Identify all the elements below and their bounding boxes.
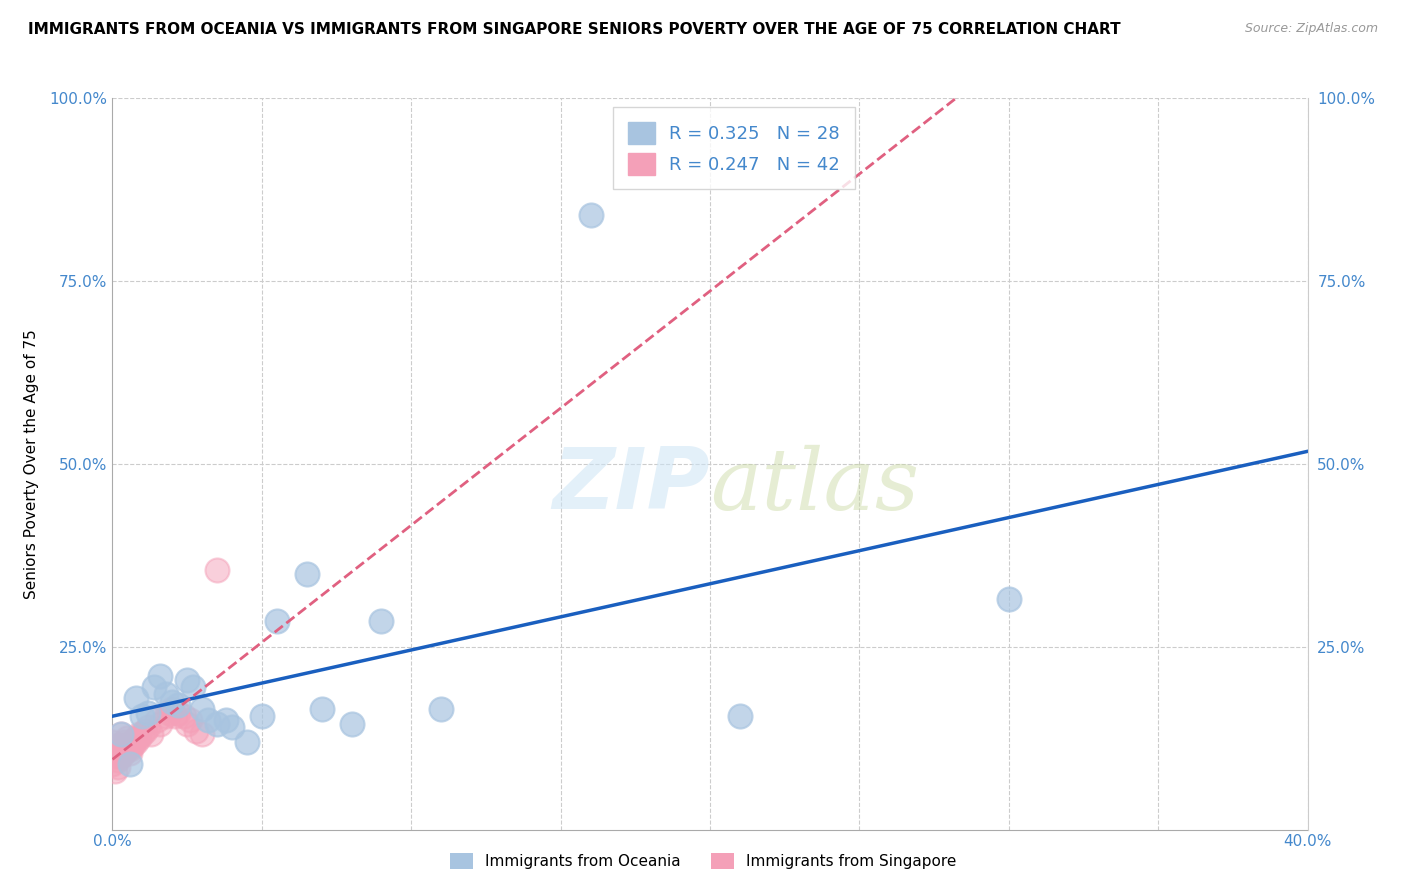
Point [114, 739, 135, 753]
Point [114, 746, 135, 760]
Text: ZIP: ZIP [553, 444, 710, 527]
Point [176, 716, 198, 731]
Point [122, 739, 145, 753]
Point [430, 702, 453, 716]
Point [165, 709, 187, 723]
Point [141, 727, 163, 741]
Point [728, 709, 751, 723]
Y-axis label: Seniors Poverty Over the Age of 75: Seniors Poverty Over the Age of 75 [24, 329, 38, 599]
Point [104, 764, 127, 778]
Point [110, 742, 132, 756]
Point [186, 723, 208, 738]
Text: atlas: atlas [710, 444, 920, 527]
Point [167, 698, 190, 713]
Text: IMMIGRANTS FROM OCEANIA VS IMMIGRANTS FROM SINGAPORE SENIORS POVERTY OVER THE AG: IMMIGRANTS FROM OCEANIA VS IMMIGRANTS FR… [28, 22, 1121, 37]
Point [579, 208, 602, 222]
Point [117, 731, 139, 746]
Point [370, 614, 392, 628]
Point [131, 727, 153, 741]
Point [131, 709, 153, 723]
Point [110, 749, 132, 764]
Point [221, 720, 243, 734]
Point [250, 709, 273, 723]
Point [179, 713, 201, 727]
Point [122, 735, 145, 749]
Point [149, 669, 172, 683]
Point [191, 702, 214, 716]
Point [266, 614, 288, 628]
Point [107, 760, 129, 774]
Point [134, 723, 156, 738]
Point [128, 731, 150, 746]
Point [101, 756, 124, 771]
Point [125, 690, 148, 705]
Point [311, 702, 333, 716]
Point [181, 680, 204, 694]
Point [173, 709, 195, 723]
Point [110, 727, 132, 741]
Point [120, 756, 142, 771]
Point [167, 706, 190, 720]
Point [162, 695, 183, 709]
Legend: R = 0.325   N = 28, R = 0.247   N = 42: R = 0.325 N = 28, R = 0.247 N = 42 [613, 107, 855, 189]
Point [155, 687, 177, 701]
Point [149, 716, 172, 731]
Point [146, 713, 169, 727]
Point [197, 713, 219, 727]
Point [117, 742, 139, 756]
Point [138, 720, 160, 734]
Legend: Immigrants from Oceania, Immigrants from Singapore: Immigrants from Oceania, Immigrants from… [443, 847, 963, 875]
Point [143, 680, 166, 694]
Point [191, 727, 214, 741]
Point [157, 706, 180, 720]
Point [117, 739, 139, 753]
Point [155, 709, 177, 723]
Point [138, 706, 160, 720]
Point [295, 566, 318, 581]
Point [104, 749, 127, 764]
Point [107, 753, 129, 767]
Point [205, 563, 228, 577]
Point [340, 716, 363, 731]
Text: Source: ZipAtlas.com: Source: ZipAtlas.com [1244, 22, 1378, 36]
Point [215, 713, 238, 727]
Point [125, 731, 148, 746]
Point [128, 727, 150, 741]
Point [120, 742, 142, 756]
Point [176, 673, 198, 687]
Point [110, 727, 132, 741]
Point [114, 735, 135, 749]
Point [205, 716, 228, 731]
Point [236, 735, 259, 749]
Point [104, 742, 127, 756]
Point [998, 592, 1021, 607]
Point [162, 702, 183, 716]
Point [120, 746, 142, 760]
Point [107, 739, 129, 753]
Point [125, 735, 148, 749]
Point [101, 735, 124, 749]
